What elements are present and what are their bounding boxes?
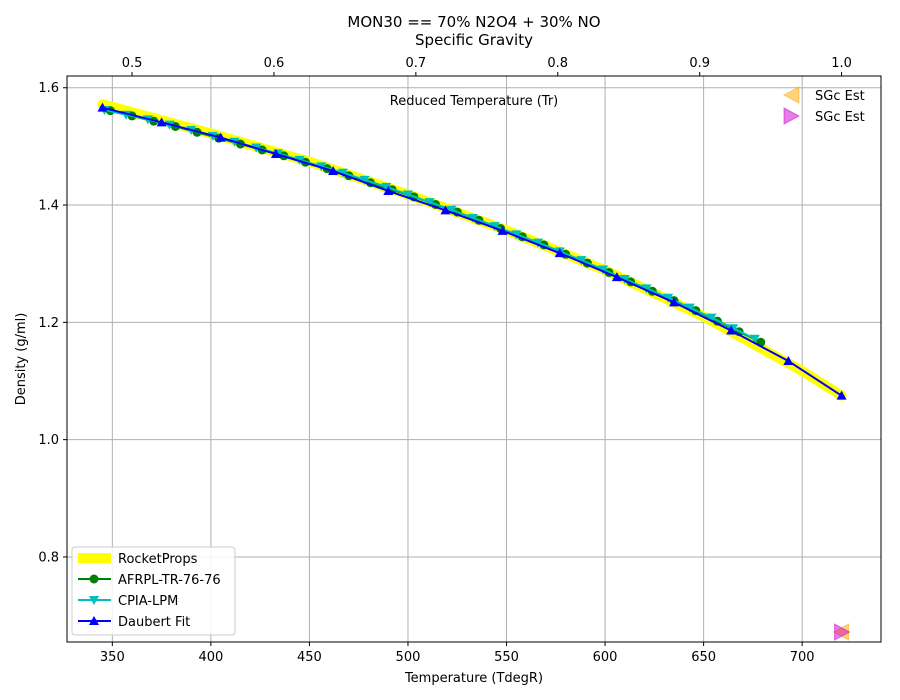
legend-label-afrpl: AFRPL-TR-76-76 bbox=[118, 573, 221, 588]
plot-series bbox=[97, 99, 851, 641]
series-line-afrpl-tr-76-76 bbox=[109, 109, 762, 344]
x-tick-label: 600 bbox=[593, 650, 618, 665]
point-cpia-lpm bbox=[511, 230, 522, 240]
point-cpia-lpm bbox=[728, 324, 739, 334]
estimate-legend-label-1: SGc Est bbox=[815, 110, 865, 125]
chart-title-line-2: Specific Gravity bbox=[415, 31, 533, 49]
x-tick-label: 700 bbox=[790, 650, 815, 665]
legend-box bbox=[71, 546, 236, 636]
point-cpia-lpm bbox=[749, 334, 760, 344]
point-daubert-fit bbox=[783, 356, 794, 366]
point-daubert-fit bbox=[328, 166, 339, 176]
legend-marker-cpia bbox=[89, 596, 99, 605]
point-cpia-lpm bbox=[576, 256, 587, 266]
point-cpia-lpm bbox=[663, 293, 674, 303]
chart-title-line-1: MON30 == 70% N2O4 + 30% NO bbox=[347, 13, 600, 31]
estimate-legend-marker-1 bbox=[783, 107, 801, 125]
grid-lines bbox=[67, 76, 881, 642]
top-tick-label: 0.6 bbox=[264, 56, 285, 71]
point-daubert-fit bbox=[669, 297, 680, 307]
point-daubert-fit bbox=[611, 272, 622, 282]
point-cpia-lpm bbox=[446, 205, 457, 215]
point-cpia-lpm bbox=[684, 303, 695, 313]
series-line-cpia-lpm bbox=[103, 109, 756, 340]
point-daubert-fit bbox=[440, 205, 451, 215]
legend-marker-afrpl bbox=[89, 574, 99, 584]
top-tick-label: 0.9 bbox=[689, 56, 710, 71]
y-tick-label: 0.8 bbox=[38, 550, 59, 565]
top-axis-label: Reduced Temperature (Tr) bbox=[390, 94, 558, 109]
x-tick-label: 650 bbox=[691, 650, 716, 665]
axes-frame bbox=[66, 75, 882, 643]
x-tick-label: 450 bbox=[297, 650, 322, 665]
axis-ticks: 350 400 450 500 550 600 650 700 0.8 1.0 1.2 1.4 1.6 0… bbox=[38, 56, 852, 665]
series-line-rocketprops bbox=[97, 99, 847, 401]
point-daubert-fit bbox=[270, 149, 281, 159]
point-cpia-lpm bbox=[402, 190, 413, 200]
legend: RocketProps AFRPL-TR-76-76 CPIA-LPM Daub… bbox=[71, 546, 236, 636]
point-cpia-lpm bbox=[468, 213, 479, 223]
estimate-marker-1 bbox=[834, 623, 851, 641]
point-cpia-lpm bbox=[359, 175, 370, 185]
point-daubert-fit bbox=[156, 117, 167, 127]
point-daubert-fit bbox=[554, 248, 565, 258]
top-tick-label: 1.0 bbox=[831, 56, 852, 71]
y-tick-label: 1.0 bbox=[38, 433, 59, 448]
x-tick-label: 400 bbox=[198, 650, 223, 665]
y-axis-label: Density (g/ml) bbox=[14, 313, 29, 406]
point-cpia-lpm bbox=[598, 265, 609, 275]
y-tick-label: 1.4 bbox=[38, 199, 59, 214]
estimate-legend: SGc Est SGc Est bbox=[782, 86, 865, 125]
point-cpia-lpm bbox=[424, 198, 435, 208]
point-daubert-fit bbox=[383, 185, 394, 195]
y-tick-label: 1.6 bbox=[38, 81, 59, 96]
x-tick-label: 500 bbox=[396, 650, 421, 665]
point-cpia-lpm bbox=[489, 222, 500, 232]
point-daubert-fit bbox=[215, 132, 226, 142]
legend-marker-daubert bbox=[89, 616, 99, 625]
top-tick-label: 0.7 bbox=[406, 56, 427, 71]
point-cpia-lpm bbox=[641, 284, 652, 294]
estimate-legend-label-0: SGc Est bbox=[815, 89, 865, 104]
point-cpia-lpm bbox=[619, 274, 630, 284]
x-tick-label: 350 bbox=[100, 650, 125, 665]
top-tick-label: 0.8 bbox=[547, 56, 568, 71]
point-cpia-lpm bbox=[381, 182, 392, 192]
series-line-daubert-fit bbox=[101, 106, 843, 397]
point-cpia-lpm bbox=[337, 168, 348, 178]
legend-label-cpia: CPIA-LPM bbox=[118, 594, 178, 609]
estimate-legend-marker-0 bbox=[782, 86, 800, 104]
point-cpia-lpm bbox=[706, 313, 717, 323]
top-tick-label: 0.5 bbox=[122, 56, 143, 71]
legend-label-daubert: Daubert Fit bbox=[118, 615, 190, 630]
legend-label-rocketprops: RocketProps bbox=[118, 552, 198, 567]
point-daubert-fit bbox=[97, 102, 108, 112]
y-tick-label: 1.2 bbox=[38, 316, 59, 331]
point-daubert-fit bbox=[726, 325, 737, 335]
point-daubert-fit bbox=[836, 390, 847, 400]
point-daubert-fit bbox=[497, 225, 508, 235]
x-axis-label: Temperature (TdegR) bbox=[404, 671, 543, 686]
x-tick-label: 550 bbox=[494, 650, 519, 665]
point-cpia-lpm bbox=[533, 238, 544, 248]
